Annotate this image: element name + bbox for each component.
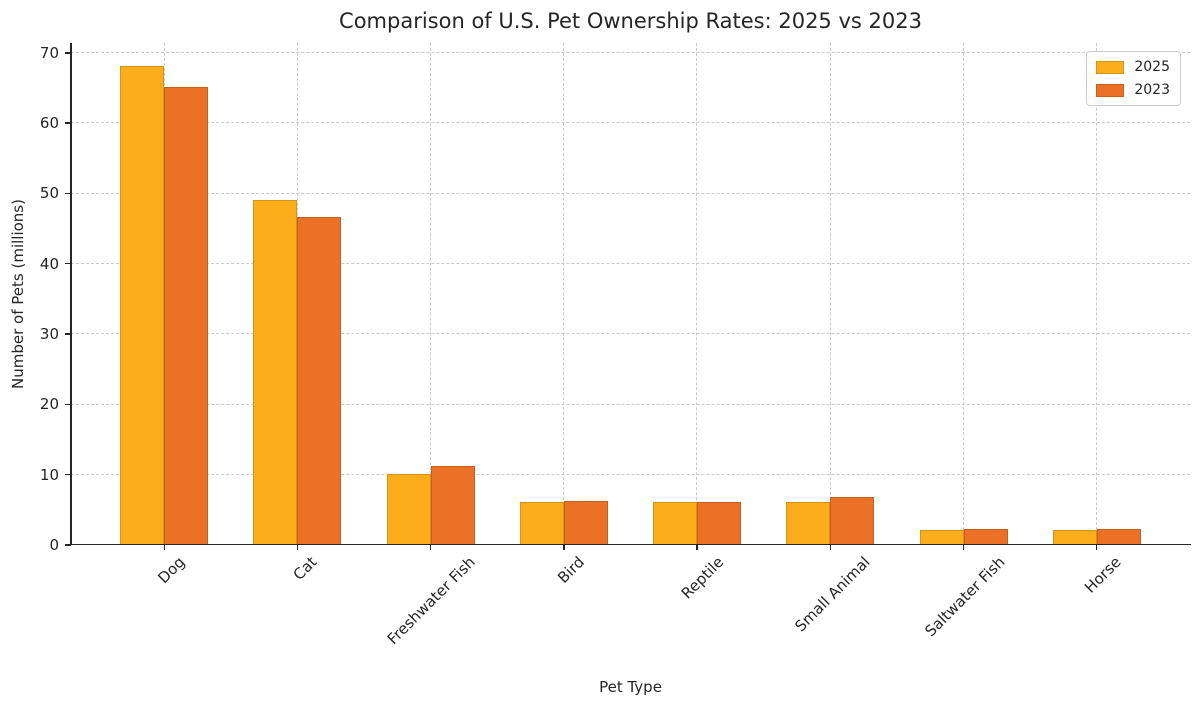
bar-2023-horse (1096, 528, 1141, 544)
y-tick-label-70: 70 (39, 43, 59, 62)
x-tick-reptile (696, 545, 698, 550)
gridline-h-60 (71, 122, 1190, 124)
x-axis-spine (70, 543, 1191, 546)
bar-2025-horse (1052, 529, 1097, 544)
gridline-h-40 (71, 263, 1190, 265)
bar-2025-bird (519, 501, 564, 544)
bar-2025-saltwater-fish (919, 529, 964, 544)
x-tick-freshwater-fish (429, 545, 432, 550)
y-tick-30 (65, 333, 71, 335)
gridline-v-saltwater-fish (962, 43, 964, 545)
y-tick-label-20: 20 (39, 395, 59, 414)
y-tick-50 (65, 192, 71, 195)
bar-2023-dog (164, 87, 209, 544)
gridline-h-30 (71, 333, 1190, 335)
bar-2023-cat (297, 217, 342, 544)
y-axis-spine (70, 43, 72, 545)
x-tick-label-text-bird: Bird (554, 553, 588, 587)
bar-2025-cat (253, 199, 298, 544)
y-tick-label-30: 30 (39, 325, 59, 344)
gridline-h-20 (71, 403, 1190, 405)
gridline-h-10 (71, 473, 1190, 475)
y-tick-70 (65, 52, 71, 54)
legend-item-2023: 2023 (1096, 82, 1170, 98)
bar-2023-freshwater-fish (430, 465, 475, 544)
x-tick-label-text-saltwater-fish: Saltwater Fish (921, 553, 1009, 641)
gridline-v-small-animal (829, 43, 831, 545)
x-tick-label-text-reptile: Reptile (677, 553, 728, 603)
y-tick-0 (65, 544, 71, 546)
legend-item-2025: 2025 (1096, 59, 1170, 75)
x-tick-horse (1096, 545, 1098, 550)
gridline-h-70 (71, 52, 1190, 54)
y-tick-label-50: 50 (39, 184, 59, 203)
bar-2025-dog (120, 65, 165, 544)
gridline-h-50 (71, 192, 1190, 194)
bar-2023-reptile (697, 501, 742, 544)
x-tick-small-animal (829, 545, 831, 550)
y-tick-20 (65, 403, 71, 406)
gridline-v-horse (1096, 43, 1098, 545)
legend-swatch-2025 (1096, 60, 1125, 74)
legend-label-2023: 2023 (1134, 82, 1170, 98)
y-tick-label-0: 0 (49, 536, 59, 554)
y-tick-label-40: 40 (39, 254, 59, 273)
legend-swatch-2023 (1096, 83, 1125, 97)
y-tick-40 (65, 263, 71, 265)
bar-2025-small-animal (786, 501, 831, 544)
x-tick-label-text-horse: Horse (1081, 553, 1125, 597)
y-tick-label-60: 60 (39, 114, 59, 133)
bar-2025-freshwater-fish (386, 473, 431, 544)
chart-title: Comparison of U.S. Pet Ownership Rates: … (339, 9, 922, 33)
bar-2023-small-animal (830, 496, 875, 544)
x-tick-label-text-freshwater-fish: Freshwater Fish (383, 553, 480, 649)
x-tick-label-text-small-animal: Small Animal (791, 553, 874, 636)
legend: 2025 2023 (1086, 51, 1181, 106)
y-tick-label-10: 10 (39, 465, 59, 484)
x-tick-cat (296, 545, 299, 550)
y-tick-10 (65, 473, 71, 476)
gridline-v-freshwater-fish (429, 43, 431, 545)
x-tick-label-text-cat: Cat (289, 553, 321, 584)
plot-area: 0 10 20 30 40 50 60 70 Dog Cat Freshwater Fish Bird… (40, 43, 1191, 648)
gridline-v-reptile (696, 43, 698, 545)
gridline-v-bird (563, 43, 565, 545)
x-tick-saltwater-fish (962, 545, 965, 550)
x-axis-title: Pet Type (599, 678, 662, 696)
x-tick-label-text-dog: Dog (154, 553, 189, 588)
y-tick-60 (65, 122, 71, 124)
bar-2023-bird (563, 501, 608, 544)
bar-2023-saltwater-fish (963, 528, 1008, 544)
bar-2025-reptile (653, 501, 698, 544)
x-tick-bird (563, 545, 565, 550)
x-tick-dog (163, 545, 165, 550)
legend-label-2025: 2025 (1134, 59, 1170, 75)
y-axis-title: Number of Pets (millions) (9, 199, 28, 389)
